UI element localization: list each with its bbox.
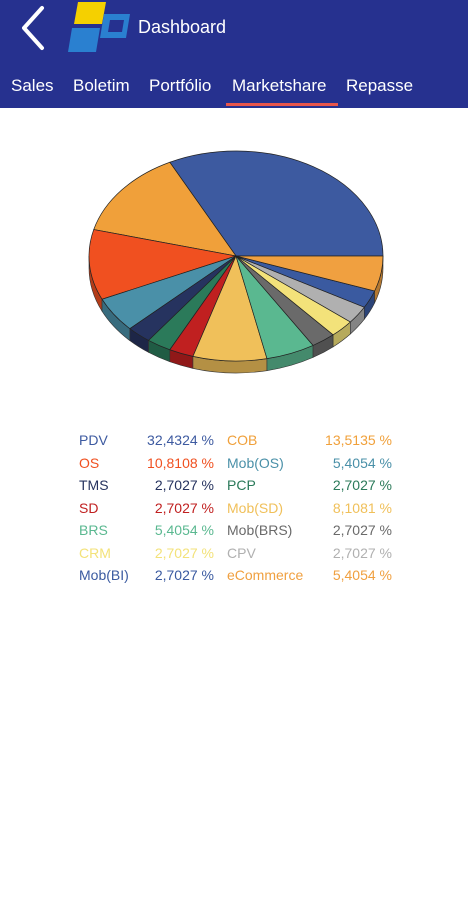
pie-slice-cob[interactable] <box>93 161 237 257</box>
legend-value: 5,4054 % <box>154 522 214 538</box>
tab-bar: Sales Boletim Portfólio Marketshare Repa… <box>0 72 468 108</box>
legend-name: eCommerce <box>227 567 304 583</box>
legend-name: PCP <box>227 477 256 493</box>
pie-slice-ecommerce[interactable] <box>235 255 384 292</box>
active-tab-indicator <box>226 103 338 106</box>
legend-value: 2,7027 % <box>154 477 214 493</box>
legend-name: Mob(SD) <box>227 499 284 516</box>
legend-name: CPV <box>227 544 256 561</box>
legend-value: 2,7027 % <box>154 544 214 561</box>
legend-name: COB <box>227 432 258 448</box>
tab-boletim[interactable]: Boletim <box>73 76 130 95</box>
legend-name: Mob(OS) <box>227 454 284 471</box>
pie-slice-os[interactable] <box>88 229 237 300</box>
legend-value: 2,7027 % <box>332 477 392 493</box>
marketshare-pie-chart <box>0 140 468 390</box>
back-button[interactable] <box>10 4 54 52</box>
legend-value: 5,4054 % <box>332 454 392 471</box>
legend-name: SD <box>79 499 99 516</box>
chevron-left-icon <box>22 6 44 50</box>
legend-name: PDV <box>79 432 108 448</box>
tab-marketshare[interactable]: Marketshare <box>232 76 327 95</box>
pie-slice-pdv[interactable] <box>169 150 384 257</box>
app-bar: Dashboard Sales Boletim Portfólio Market… <box>0 0 468 108</box>
legend-value: 2,7027 % <box>154 499 214 516</box>
legend-name: OS <box>79 454 100 471</box>
legend-value: 2,7027 % <box>332 522 392 538</box>
legend-value: 2,7027 % <box>154 567 214 583</box>
legend-name: CRM <box>79 544 111 561</box>
app-logo <box>66 2 132 54</box>
tab-portfolio[interactable]: Portfólio <box>149 76 212 95</box>
legend-value: 10,8108 % <box>147 454 214 471</box>
legend-value: 8,1081 % <box>332 499 392 516</box>
tab-repasse[interactable]: Repasse <box>346 76 414 95</box>
legend-value: 2,7027 % <box>332 544 392 561</box>
legend-value: 13,5135 % <box>325 432 392 448</box>
page-title: Dashboard <box>138 17 227 37</box>
tab-sales[interactable]: Sales <box>11 76 54 95</box>
legend-value: 5,4054 % <box>332 567 392 583</box>
chart-legend: PDV 32,4324 % OS 10,8108 % TMS 2,7027 % … <box>0 432 468 592</box>
legend-value: 32,4324 % <box>147 432 214 448</box>
legend-name: Mob(BI) <box>79 567 129 583</box>
legend-name: BRS <box>79 522 108 538</box>
legend-name: Mob(BRS) <box>227 522 293 538</box>
legend-name: TMS <box>79 477 109 493</box>
